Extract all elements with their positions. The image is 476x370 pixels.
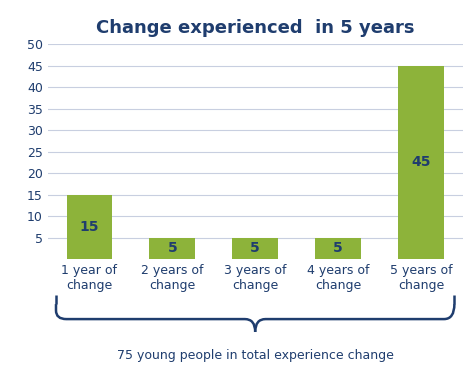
Text: 45: 45 xyxy=(410,155,430,169)
Text: 5: 5 xyxy=(333,241,342,255)
Bar xyxy=(67,195,112,259)
Text: 15: 15 xyxy=(79,220,99,234)
Bar xyxy=(315,238,360,259)
Bar xyxy=(397,66,443,259)
Text: 5: 5 xyxy=(167,241,177,255)
Text: 75 young people in total experience change: 75 young people in total experience chan… xyxy=(117,349,393,362)
Text: 5: 5 xyxy=(250,241,259,255)
Bar xyxy=(232,238,278,259)
Title: Change experienced  in 5 years: Change experienced in 5 years xyxy=(96,19,414,37)
Bar xyxy=(149,238,195,259)
